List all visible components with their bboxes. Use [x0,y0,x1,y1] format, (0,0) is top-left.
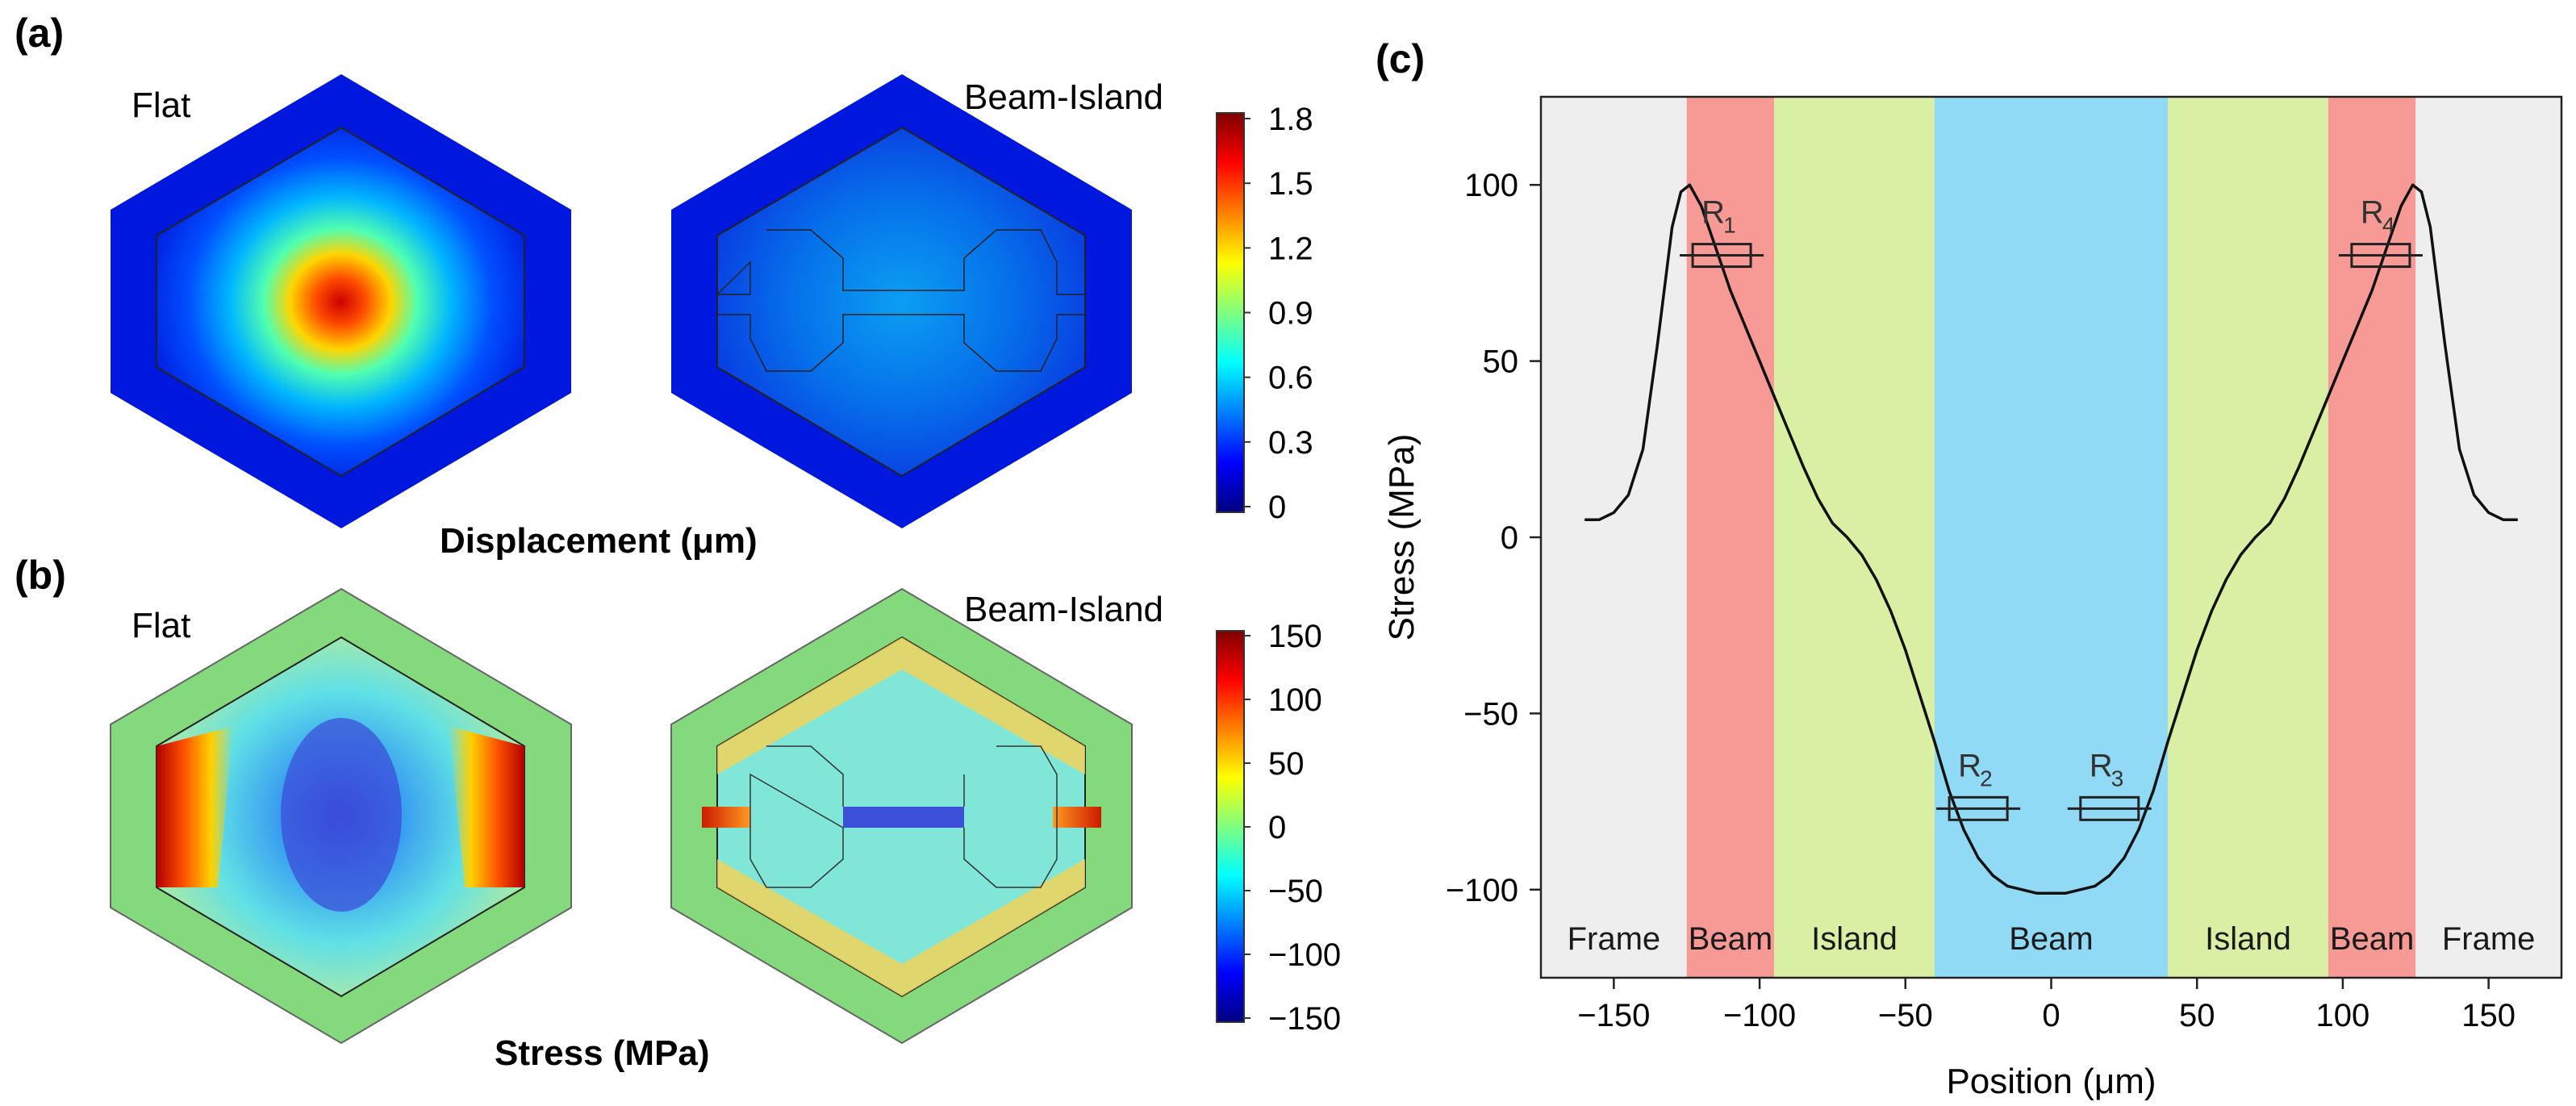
resistor-r2: R2 [1936,748,2021,821]
resistor-body [2350,243,2411,269]
stress-colorbar-tick-label: −100 [1268,937,1341,973]
displacement-colorbar-tick-label: 0.3 [1268,425,1313,461]
x-tick-label: −150 [1577,998,1650,1033]
region-label: Island [2205,921,2291,957]
region-label: Beam [2009,921,2094,957]
panel-b-left-title: Flat [132,606,190,645]
x-tick-label: −100 [1723,998,1796,1033]
y-tick-label: 100 [1464,168,1518,203]
panel-a-left-title: Flat [132,86,190,125]
x-tick-label: 50 [2179,998,2215,1033]
stress-colorbar-tick-label: 100 [1268,682,1322,718]
resistor-body [1948,795,2009,821]
resistor-r4: R4 [2338,195,2423,269]
stress-colorbar-tick-label: 50 [1268,746,1305,782]
resistor-label: R [2090,748,2113,783]
region-label: Island [1811,921,1898,957]
region-label: Frame [1568,921,1661,957]
displacement-colorbar-tick-label: 0.6 [1268,361,1313,396]
resistor-label: R [1701,195,1725,231]
resistor-subscript: 2 [1980,766,1993,791]
region-island [1774,97,1935,978]
resistor-body [1691,243,1752,269]
stress-colorbar-ticks: 150 100 50 0 −50 −100 −150 [1244,619,1341,1037]
stress-colorbar-tick-label: −50 [1268,874,1323,909]
y-tick-label: 0 [1501,520,1518,556]
stress-colorbar-tick-label: 150 [1268,619,1322,654]
stress-curve [1584,183,2518,895]
y-axis-label: Stress (MPa) [1382,434,1422,641]
panel-c-label: (c) [1376,36,1425,81]
x-tick-label: −50 [1878,998,1933,1033]
stress-colorbar [1216,630,1245,1023]
displacement-colorbar-tick-label: 1.5 [1268,166,1313,202]
y-tick-label: 50 [1483,344,1519,380]
stress-colorbar-tick-label: −150 [1268,1001,1341,1037]
displacement-colorbar-tick-label: 0.9 [1268,296,1313,332]
displacement-colorbar-tick-label: 0 [1268,490,1286,525]
y-tick-label: −50 [1463,696,1518,732]
region-label: Beam [1689,921,1773,957]
x-axis-label: Position (μm) [1946,1062,2156,1101]
displacement-colorbar [1216,112,1245,513]
resistor-subscript: 4 [2382,213,2395,238]
panel-b-right-title: Beam-Island [964,590,1163,629]
resistor-subscript: 1 [1723,213,1736,238]
displacement-colorbar-tick-label: 1.8 [1268,102,1313,137]
flat-stress-map [110,587,572,1045]
region-frame [2415,97,2561,978]
beam-island-stress-map [670,587,1133,1045]
beam-island-displacement-map [671,74,1132,528]
displacement-colorbar-ticks: 1.8 1.5 1.2 0.9 0.6 0.3 0 [1244,102,1313,525]
resistor-label: R [1958,748,1981,783]
region-island [2168,97,2328,978]
panel-a-label: (a) [15,10,64,56]
flat-displacement-map [111,74,571,528]
panel-b-label: (b) [15,553,66,598]
resistor-subscript: 3 [2111,766,2124,791]
y-tick-label: −100 [1446,873,1518,908]
region-label: Frame [2442,921,2536,957]
x-tick-label: 100 [2316,998,2370,1033]
region-label: Beam [2330,921,2415,957]
resistor-body [2079,795,2140,821]
resistor-r3: R3 [2067,748,2152,821]
panel-a-right-title: Beam-Island [964,77,1163,117]
stress-colorbar-tick-label: 0 [1268,810,1286,845]
x-tick-label: 150 [2461,998,2515,1033]
stress-caption: Stress (MPa) [495,1033,710,1073]
displacement-colorbar-tick-label: 1.2 [1268,231,1313,266]
x-tick-label: 0 [2042,998,2060,1033]
displacement-caption: Displacement (μm) [440,521,758,561]
region-beam [1934,97,2169,978]
resistor-label: R [2361,195,2384,231]
resistor-r1: R1 [1680,195,1764,269]
region-frame [1541,97,1687,978]
stress-position-chart: Frame Beam Island Beam Island Beam Frame −150 −1… [1382,95,2563,1101]
